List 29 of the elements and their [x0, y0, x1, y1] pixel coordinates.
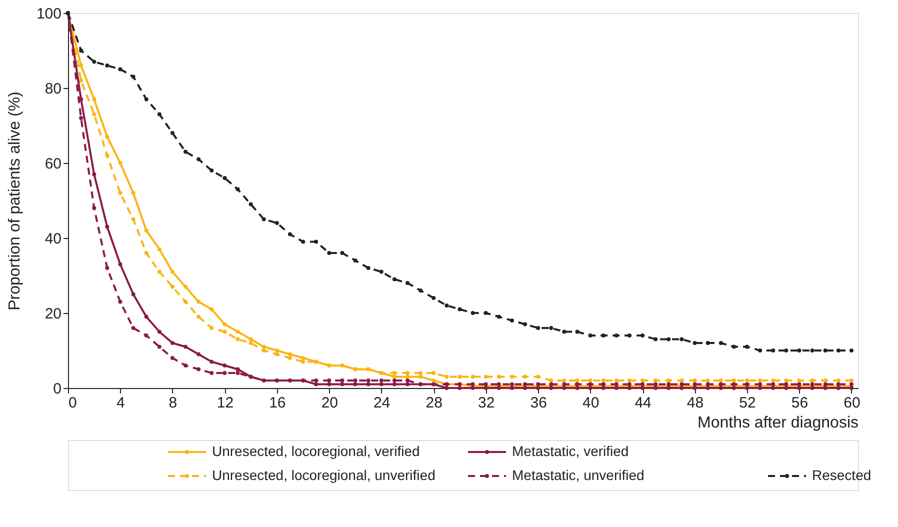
legend-label: Metastatic, unverified: [512, 467, 644, 483]
legend-label: Metastatic, verified: [512, 443, 629, 459]
y-tick-label: 20: [44, 306, 62, 322]
y-tick-label: 40: [44, 230, 62, 248]
x-tick-label: 40: [582, 394, 600, 412]
x-tick-label: 56: [791, 394, 808, 412]
y-tick-label: 60: [44, 156, 62, 172]
x-tick-label: 8: [168, 394, 178, 412]
x-tick-label: 16: [269, 394, 286, 412]
x-tick-label: 4: [116, 394, 125, 412]
y-tick-label: 100: [36, 6, 62, 22]
x-tick-label: 28: [426, 394, 442, 412]
legend-label: Unresected, locoregional, verified: [212, 443, 420, 459]
x-tick-label: 36: [530, 394, 547, 412]
x-tick-label: 32: [478, 394, 495, 412]
legend-label: Resected: [812, 467, 872, 483]
x-tick-label: 44: [634, 394, 652, 412]
y-tick-label: 0: [53, 380, 62, 398]
x-axis-title: Months after diagnosis: [698, 414, 858, 432]
y-axis-title: Proportion of patients alive (%): [6, 92, 24, 310]
x-tick-label: 0: [68, 394, 77, 412]
x-tick-label: 24: [374, 394, 390, 412]
x-tick-label: 20: [321, 394, 338, 412]
x-tick-label: 60: [844, 394, 860, 412]
x-tick-label: 52: [739, 394, 756, 412]
x-tick-label: 48: [686, 394, 704, 412]
y-tick-label: 80: [44, 80, 62, 98]
x-tick-label: 12: [216, 394, 234, 412]
legend-label: Unresected, locoregional, unverified: [212, 467, 436, 483]
